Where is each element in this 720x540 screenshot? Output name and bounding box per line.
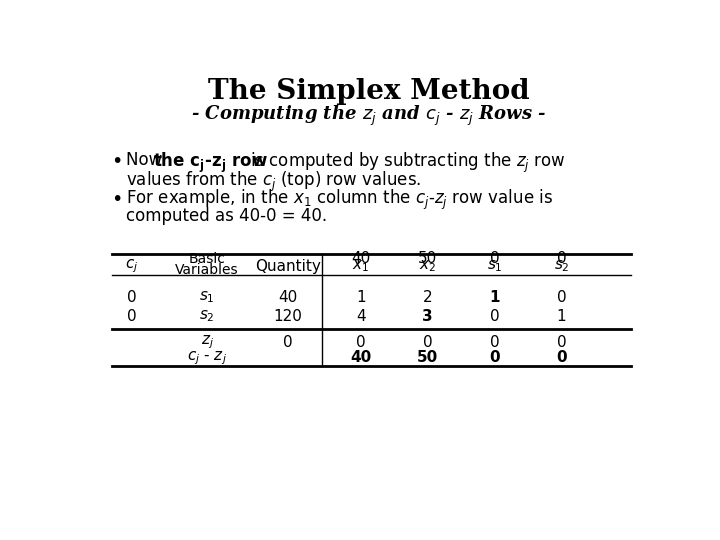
Text: 0: 0 [489,350,500,366]
Text: 0: 0 [557,290,567,305]
Text: $x_2$: $x_2$ [419,259,436,274]
Text: - Computing the $z_j$ and $c_j$ - $z_j$ Rows -: - Computing the $z_j$ and $c_j$ - $z_j$ … [192,104,546,127]
Text: $z_j$: $z_j$ [201,333,214,351]
Text: 0: 0 [127,290,137,305]
Text: values from the $c_j$ (top) row values.: values from the $c_j$ (top) row values. [126,170,422,194]
Text: 120: 120 [274,309,302,324]
Text: For example, in the $x_1$ column the $c_j$-$z_j$ row value is: For example, in the $x_1$ column the $c_… [126,188,554,213]
Text: $s_1$: $s_1$ [487,259,503,274]
Text: 0: 0 [490,309,500,324]
Text: 4: 4 [356,309,366,324]
Text: 0: 0 [283,335,293,349]
Text: 50: 50 [417,350,438,366]
Text: Basic: Basic [189,252,225,266]
Text: 0: 0 [356,335,366,349]
Text: 1: 1 [356,290,366,305]
Text: 1: 1 [557,309,567,324]
Text: •: • [111,190,122,208]
Text: 3: 3 [422,309,433,324]
Text: The Simplex Method: The Simplex Method [208,78,530,105]
Text: 40: 40 [351,251,370,266]
Text: $s_2$: $s_2$ [199,308,215,324]
Text: 40: 40 [350,350,372,366]
Text: 0: 0 [556,350,567,366]
Text: 1: 1 [490,290,500,305]
Text: $c_j$: $c_j$ [125,258,138,275]
Text: •: • [111,152,122,171]
Text: 0: 0 [423,335,433,349]
Text: $s_2$: $s_2$ [554,259,570,274]
Text: Now: Now [126,151,168,169]
Text: 2: 2 [423,290,433,305]
Text: 40: 40 [279,290,297,305]
Text: $s_1$: $s_1$ [199,290,215,306]
Text: $x_1$: $x_1$ [352,259,369,274]
Text: is computed by subtracting the $z_j$ row: is computed by subtracting the $z_j$ row [245,151,566,175]
Text: $c_j$ - $z_j$: $c_j$ - $z_j$ [187,349,227,367]
Text: 0: 0 [127,309,137,324]
Text: 0: 0 [490,251,500,266]
Text: 0: 0 [490,335,500,349]
Text: 0: 0 [557,251,567,266]
Text: computed as 40-0 = 40.: computed as 40-0 = 40. [126,207,328,225]
Text: 0: 0 [557,335,567,349]
Text: Variables: Variables [176,263,239,277]
Text: the $\mathbf{c_j}$-$\mathbf{z_j}$ row: the $\mathbf{c_j}$-$\mathbf{z_j}$ row [153,151,268,175]
Text: Quantity: Quantity [255,259,321,274]
Text: 50: 50 [418,251,437,266]
